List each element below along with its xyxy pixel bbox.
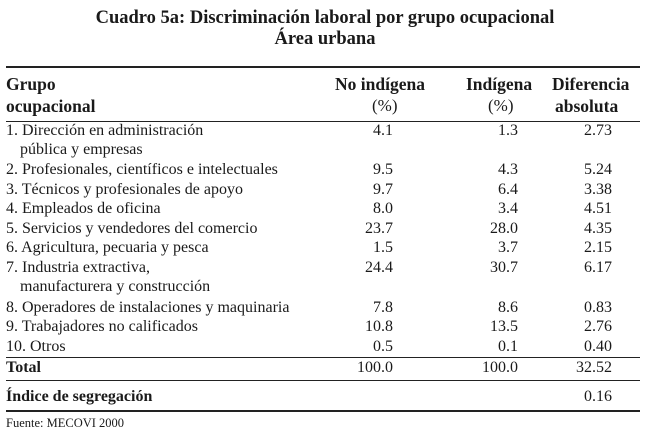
row-2-diferencia: 5.24 xyxy=(584,161,612,178)
row-3-diferencia: 3.38 xyxy=(584,181,612,198)
row-8-diferencia: 0.83 xyxy=(584,299,612,316)
row-3-label: 3. Técnicos y profesionales de apoyo xyxy=(6,181,243,198)
header-no-indigena: No indígena xyxy=(335,74,425,94)
header-indigena-unit: (%) xyxy=(488,96,514,115)
row-10-label: 10. Otros xyxy=(6,338,66,355)
header-diferencia-line2: absoluta xyxy=(555,96,619,116)
total-rule-top xyxy=(6,357,640,358)
row-8-label: 8. Operadores de instalaciones y maquina… xyxy=(6,299,290,316)
row-10-indigena: 0.1 xyxy=(498,338,518,355)
total-label: Total xyxy=(6,359,41,376)
source-note: Fuente: MECOVI 2000 xyxy=(6,416,125,430)
top-rule xyxy=(6,66,640,68)
row-3-no-indigena: 9.7 xyxy=(373,181,393,198)
row-7-no-indigena: 24.4 xyxy=(365,259,393,276)
row-7-indigena: 30.7 xyxy=(490,259,518,276)
row-1-label: 1. Dirección en administración xyxy=(6,122,204,139)
row-4-no-indigena: 8.0 xyxy=(373,200,393,217)
row-10-no-indigena: 0.5 xyxy=(373,338,393,355)
header-rule xyxy=(6,121,640,122)
header-indigena: Indígena xyxy=(466,74,533,94)
segregation-value: 0.16 xyxy=(584,388,612,405)
row-2-label: 2. Profesionales, científicos e intelect… xyxy=(6,161,278,178)
table-subtitle: Área urbana xyxy=(274,29,376,49)
row-7-label: 7. Industria extractiva, xyxy=(6,259,150,276)
segregation-label: Índice de segregación xyxy=(6,388,153,405)
header-diferencia-line1: Diferencia xyxy=(552,74,630,94)
row-7-label-cont: manufacturera y construcción xyxy=(20,278,211,295)
row-5-indigena: 28.0 xyxy=(490,220,518,237)
row-5-no-indigena: 23.7 xyxy=(365,220,393,237)
total-diferencia: 32.52 xyxy=(576,359,612,376)
row-2-no-indigena: 9.5 xyxy=(373,161,393,178)
row-3-indigena: 6.4 xyxy=(498,181,518,198)
row-6-indigena: 3.7 xyxy=(498,239,518,256)
row-9-diferencia: 2.76 xyxy=(584,318,612,335)
total-no-indigena: 100.0 xyxy=(357,359,393,376)
row-9-no-indigena: 10.8 xyxy=(365,318,393,335)
row-4-label: 4. Empleados de oficina xyxy=(6,200,161,217)
row-5-label: 5. Servicios y vendedores del comercio xyxy=(6,220,258,237)
header-no-indigena-unit: (%) xyxy=(372,96,398,115)
row-4-indigena: 3.4 xyxy=(498,200,518,217)
row-2-indigena: 4.3 xyxy=(498,161,518,178)
row-5-diferencia: 4.35 xyxy=(584,220,612,237)
row-8-indigena: 8.6 xyxy=(498,299,518,316)
row-9-label: 9. Trabajadores no calificados xyxy=(6,318,198,335)
row-1-indigena: 1.3 xyxy=(498,122,518,139)
row-1-label-cont: pública y empresas xyxy=(20,141,143,158)
row-6-label: 6. Agricultura, pecuaria y pesca xyxy=(6,239,209,256)
row-4-diferencia: 4.51 xyxy=(584,200,612,217)
row-6-no-indigena: 1.5 xyxy=(373,239,393,256)
row-1-diferencia: 2.73 xyxy=(584,122,612,139)
total-rule-bottom xyxy=(6,380,640,381)
row-1-no-indigena: 4.1 xyxy=(373,122,393,139)
table-title: Cuadro 5a: Discriminación laboral por gr… xyxy=(95,8,555,28)
header-group-line1: Grupo xyxy=(6,74,56,94)
row-9-indigena: 13.5 xyxy=(490,318,518,335)
total-indigena: 100.0 xyxy=(482,359,518,376)
row-7-diferencia: 6.17 xyxy=(584,259,612,276)
header-group-line2: ocupacional xyxy=(6,96,96,116)
bottom-rule xyxy=(6,410,640,412)
row-10-diferencia: 0.40 xyxy=(584,338,612,355)
row-8-no-indigena: 7.8 xyxy=(373,299,393,316)
row-6-diferencia: 2.15 xyxy=(584,239,612,256)
